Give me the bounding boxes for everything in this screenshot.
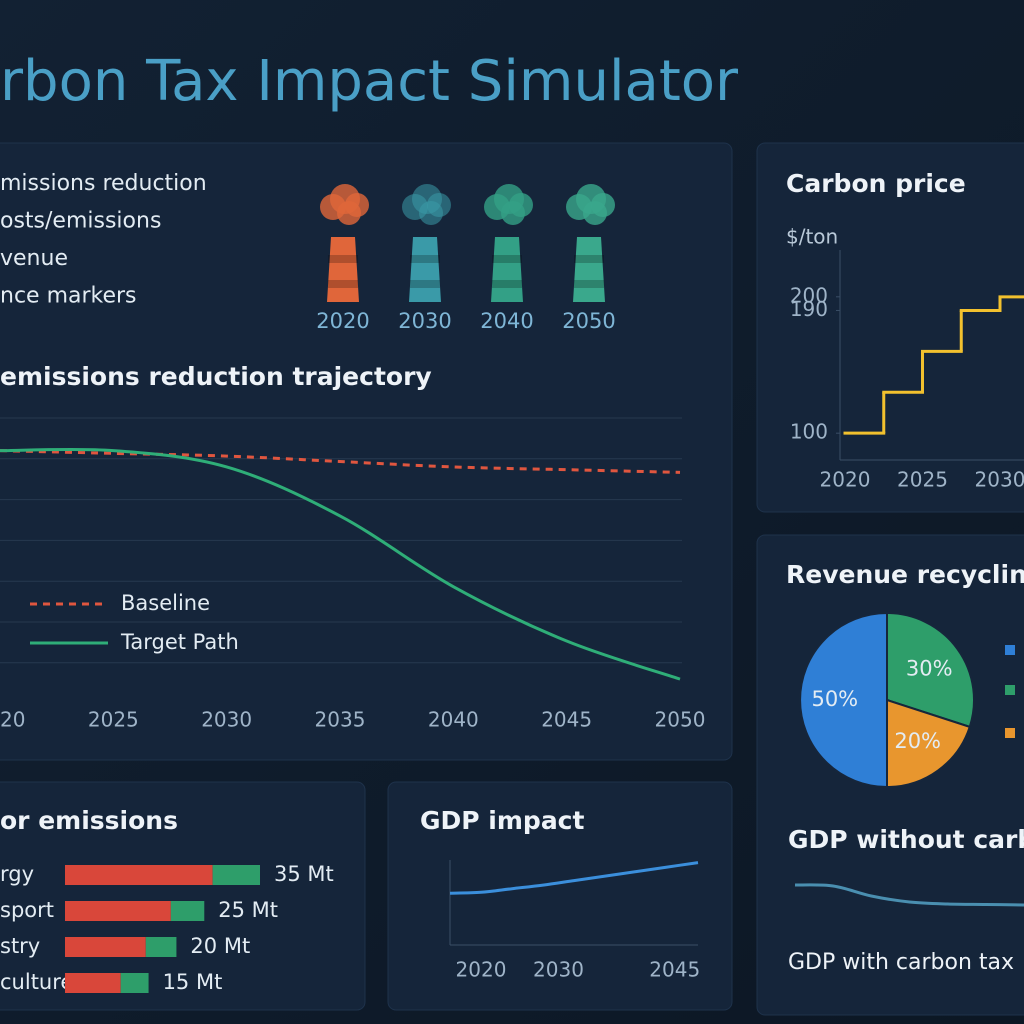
marker-year: 2020 bbox=[316, 309, 369, 333]
total-label: 20 Mt bbox=[190, 934, 250, 958]
x-tick-label: 2020 bbox=[456, 958, 507, 982]
legend-swatch bbox=[1005, 645, 1015, 655]
chart-title: Revenue recycling bbox=[786, 560, 1024, 589]
chimney bbox=[409, 237, 441, 302]
chimney-stripe bbox=[410, 255, 440, 263]
bar-segment bbox=[212, 865, 260, 885]
y-tick-label: 100 bbox=[790, 420, 828, 444]
chimney-stripe bbox=[574, 255, 604, 263]
chart-caption: GDP with carbon tax bbox=[788, 950, 1014, 975]
chart-title: emissions reduction trajectory bbox=[0, 362, 432, 391]
legend-swatch bbox=[1005, 728, 1015, 738]
series-line bbox=[0, 449, 681, 474]
chimney-stripe bbox=[328, 280, 358, 288]
panel bbox=[756, 142, 1024, 513]
x-tick-label: 2020 bbox=[0, 708, 25, 732]
x-tick-label: 2025 bbox=[897, 468, 948, 492]
chart-title: Carbon price bbox=[786, 169, 966, 198]
total-label: 15 Mt bbox=[163, 970, 223, 994]
slice-label: 50% bbox=[811, 687, 858, 711]
chimney bbox=[491, 237, 523, 302]
legend-swatch bbox=[1005, 685, 1015, 695]
bar-segment bbox=[145, 937, 177, 957]
legend-label: Target Path bbox=[120, 630, 239, 654]
y-tick-label: 200 bbox=[790, 283, 828, 307]
category-label: rgy bbox=[0, 862, 34, 886]
category-label: culture bbox=[0, 970, 73, 994]
content: missions reduction osts/emissions venue nce… bbox=[0, 169, 1024, 994]
bar-segment bbox=[120, 973, 149, 993]
legend-item: nce markers bbox=[0, 284, 137, 309]
x-tick-label: 2045 bbox=[649, 958, 700, 982]
x-tick-label: 2030 bbox=[533, 958, 584, 982]
series-line bbox=[794, 883, 1024, 907]
pie-slice bbox=[886, 698, 972, 789]
x-tick-label: 2045 bbox=[541, 708, 592, 732]
cloud bbox=[583, 201, 607, 225]
chart-title: or emissions bbox=[0, 806, 178, 835]
x-tick-label: 2030 bbox=[201, 708, 252, 732]
chimney-stripe bbox=[492, 255, 522, 263]
series-line bbox=[449, 861, 699, 895]
x-tick-label: 2035 bbox=[315, 708, 366, 732]
pie-slice bbox=[799, 611, 888, 789]
chimney bbox=[573, 237, 605, 302]
bar-segment bbox=[170, 901, 205, 921]
bar-segment bbox=[65, 901, 171, 921]
bar-segment bbox=[65, 937, 146, 957]
cloud bbox=[337, 201, 361, 225]
chimney-stripe bbox=[328, 255, 358, 263]
slice-label: 30% bbox=[906, 656, 953, 680]
series-line bbox=[0, 447, 681, 681]
category-label: stry bbox=[0, 934, 40, 958]
bar-segment bbox=[65, 865, 213, 885]
slice-label: 20% bbox=[894, 729, 941, 753]
page-title: rbon Tax Impact Simulator bbox=[0, 49, 739, 114]
x-tick-label: 2020 bbox=[820, 468, 871, 492]
total-label: 35 Mt bbox=[274, 862, 334, 886]
chart-title: GDP without carbon t bbox=[788, 825, 1024, 854]
legend-item: osts/emissions bbox=[0, 209, 161, 234]
legend-label: Baseline bbox=[121, 591, 210, 615]
x-tick-label: 2040 bbox=[428, 708, 479, 732]
category-label: sport bbox=[0, 898, 54, 922]
marker-year: 2040 bbox=[480, 309, 533, 333]
chart-title: GDP impact bbox=[420, 806, 585, 835]
chimney-stripe bbox=[410, 280, 440, 288]
marker-year: 2050 bbox=[562, 309, 615, 333]
bar-segment bbox=[65, 973, 121, 993]
panel bbox=[387, 781, 733, 1011]
chimney-stripe bbox=[574, 280, 604, 288]
x-tick-label: 2025 bbox=[88, 708, 139, 732]
x-tick-label: 2050 bbox=[655, 708, 706, 732]
chimney bbox=[327, 237, 359, 302]
x-tick-label: 2030 bbox=[975, 468, 1024, 492]
total-label: 25 Mt bbox=[218, 898, 278, 922]
chimney-stripe bbox=[492, 280, 522, 288]
legend-item: venue bbox=[0, 246, 68, 271]
y-tick-label: 190 bbox=[790, 297, 828, 321]
y-axis-label: $/ton bbox=[786, 225, 838, 249]
pie-slice bbox=[886, 611, 975, 729]
cloud bbox=[419, 201, 443, 225]
legend-item: missions reduction bbox=[0, 171, 207, 196]
cloud bbox=[501, 201, 525, 225]
marker-year: 2030 bbox=[398, 309, 451, 333]
panel bbox=[0, 142, 733, 761]
